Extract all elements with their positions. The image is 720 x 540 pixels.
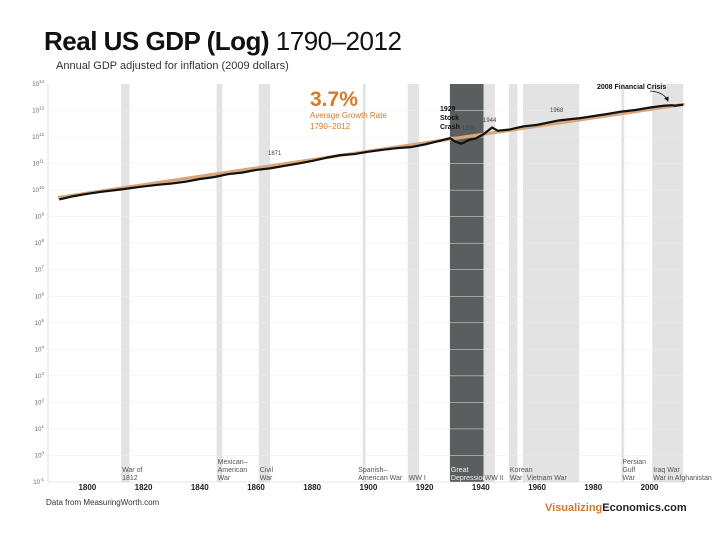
shaded-periods xyxy=(121,84,684,482)
title-years: 1790–2012 xyxy=(275,26,402,56)
period-band-6 xyxy=(483,84,495,482)
period-label-7: Korean War xyxy=(510,467,533,482)
period-band-5 xyxy=(449,84,484,482)
period-band-9 xyxy=(621,84,625,482)
annotation-1871: 1871 xyxy=(268,151,282,157)
period-label-8: Vietnam War xyxy=(527,475,568,482)
y-tick-label: 105 xyxy=(35,318,45,327)
x-tick-label: 1960 xyxy=(528,483,546,492)
annotations: 3.7%Average Growth Rate 1790–2012 1871 1929… xyxy=(268,84,669,157)
period-label-2: Civil War xyxy=(260,467,274,482)
x-tick-label: 1820 xyxy=(135,483,153,492)
y-tick-label: 103 xyxy=(35,371,45,380)
x-tick-label: 1940 xyxy=(472,483,490,492)
growth-rate-years: 1790–2012 xyxy=(310,122,351,131)
y-tick-label: 106 xyxy=(35,291,45,300)
period-label-0: War of 1812 xyxy=(122,467,142,482)
annotation-1936: 1936 xyxy=(462,126,476,132)
y-tick-label: 107 xyxy=(35,265,45,274)
period-band-7 xyxy=(508,84,518,482)
y-tick-label: 1011 xyxy=(33,159,45,168)
period-label-6: WW II xyxy=(485,475,504,482)
period-band-2 xyxy=(258,84,271,482)
annotation-1968: 1968 xyxy=(550,108,564,114)
x-tick-label: 1980 xyxy=(584,483,602,492)
x-tick-labels: 1800 1820 1840 1860 1880 1900 1920 1940 1960 1980… xyxy=(78,483,658,492)
period-label-3: Spanish– American War xyxy=(358,467,403,482)
gdp-line xyxy=(58,103,684,201)
period-band-1 xyxy=(216,84,223,482)
annotation-1944: 1944 xyxy=(483,118,497,124)
x-tick-label: 1900 xyxy=(360,483,378,492)
y-tick-label: 1012 xyxy=(32,132,44,141)
y-tick-label: 10-1 xyxy=(33,477,44,486)
x-tick-label: 1920 xyxy=(416,483,434,492)
period-label-10: Iraq War War in Afghanistan xyxy=(653,467,712,482)
title-main: Real US GDP (Log) xyxy=(44,26,270,56)
y-tick-label: 1010 xyxy=(32,185,44,194)
y-tick-label: 1014 xyxy=(32,79,44,88)
period-band-4 xyxy=(407,84,419,482)
x-tick-label: 1840 xyxy=(191,483,209,492)
y-tick-label: 1013 xyxy=(32,106,44,115)
period-label-9: Persian Gulf War xyxy=(622,459,646,482)
crisis-arrow xyxy=(649,90,669,102)
gridlines xyxy=(48,110,686,456)
y-tick-label: 102 xyxy=(35,397,45,406)
period-label-1: Mexican– American War xyxy=(218,459,248,482)
period-labels: War of 1812 Mexican– American War Civil War Spa… xyxy=(122,459,712,482)
annotation-crash-word2: Crash xyxy=(440,124,460,131)
annotation-crash-year: 1929 xyxy=(440,106,456,113)
y-tick-label: 108 xyxy=(35,238,45,247)
period-label-4: WW I xyxy=(409,475,426,482)
brand-highlight: Visualizing xyxy=(545,502,603,514)
x-tick-label: 1860 xyxy=(247,483,265,492)
period-band-8 xyxy=(522,84,580,482)
period-label-5: Great Depression xyxy=(451,467,487,482)
annotation-financial-crisis: 2008 Financial Crisis xyxy=(597,84,666,91)
period-band-10 xyxy=(652,84,684,482)
chart-subtitle: Annual GDP adjusted for inflation (2009 … xyxy=(56,60,289,72)
y-tick-label: 100 xyxy=(35,450,45,459)
x-tick-label: 1880 xyxy=(303,483,321,492)
x-tick-label: 1800 xyxy=(78,483,96,492)
data-source: Data from MeasuringWorth.com xyxy=(46,498,160,507)
chart-title: Real US GDP (Log) 1790–2012 xyxy=(44,26,402,57)
brand-rest: Economics.com xyxy=(602,502,687,514)
x-tick-label: 2000 xyxy=(641,483,659,492)
y-tick-label: 101 xyxy=(35,424,45,433)
series-lines xyxy=(57,102,685,201)
period-band-0 xyxy=(121,84,130,482)
annotation-crash-word1: Stock xyxy=(440,115,459,122)
growth-rate-value: 3.7% xyxy=(310,88,358,111)
brand-logo[interactable]: VisualizingEconomics.com xyxy=(545,502,687,514)
y-tick-labels: 10-1 100 101 102 103 104 105 106 107 108 109 1010 10… xyxy=(32,79,44,486)
y-tick-label: 104 xyxy=(35,344,45,353)
period-band-3 xyxy=(362,84,366,482)
y-tick-label: 109 xyxy=(35,212,45,221)
growth-rate-label: Average Growth Rate xyxy=(310,111,387,120)
